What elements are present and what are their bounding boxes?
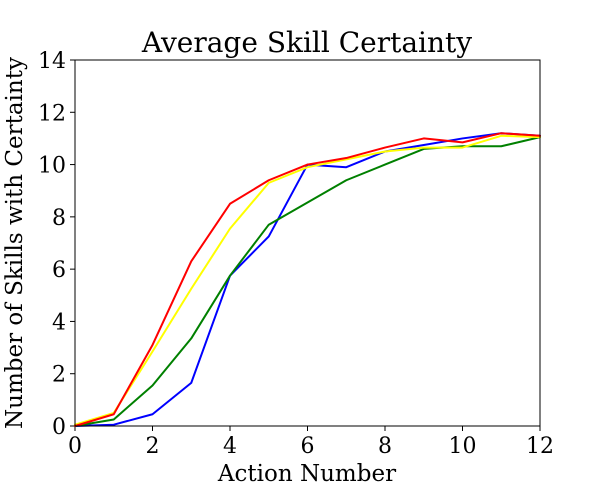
- y-tick-label: 10: [38, 154, 66, 179]
- x-tick-label: 8: [378, 434, 392, 459]
- chart-title: Average Skill Certainty: [141, 26, 472, 59]
- y-tick-label: 6: [52, 258, 66, 283]
- y-axis-ticks: 0 2 4 6 8 10 12 14: [38, 49, 75, 440]
- x-tick-label: 10: [449, 434, 477, 459]
- series-line-2: [74, 136, 541, 427]
- plot-frame: [74, 59, 541, 427]
- y-tick-label: 12: [38, 101, 66, 126]
- y-tick-label: 0: [52, 415, 66, 440]
- y-axis-label: Number of Skills with Certainty: [2, 57, 28, 429]
- y-tick-label: 4: [52, 310, 66, 335]
- y-tick-label: 8: [52, 206, 66, 231]
- y-tick-label: 14: [38, 49, 66, 74]
- x-tick-label: 12: [526, 434, 554, 459]
- series-lines: [74, 132, 541, 427]
- series-line-1: [74, 132, 541, 427]
- x-axis-ticks: 0 2 4 6 8 10 12: [68, 426, 554, 459]
- series-line-3: [74, 134, 541, 426]
- x-axis-label: Action Number: [217, 461, 396, 487]
- x-tick-label: 0: [68, 434, 82, 459]
- x-tick-label: 6: [301, 434, 315, 459]
- y-tick-label: 2: [52, 363, 66, 388]
- series-line-4: [74, 132, 541, 427]
- x-tick-label: 2: [146, 434, 160, 459]
- x-tick-label: 4: [223, 434, 237, 459]
